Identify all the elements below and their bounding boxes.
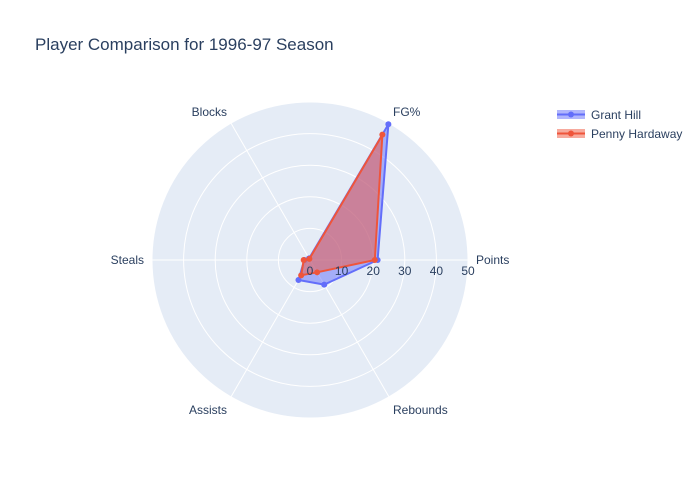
axis-label-blocks: Blocks — [192, 105, 227, 119]
data-point[interactable] — [371, 257, 378, 263]
series-layer — [295, 121, 392, 288]
data-point[interactable] — [314, 269, 321, 276]
data-point[interactable] — [306, 255, 313, 262]
data-point[interactable] — [300, 257, 307, 263]
radial-tick-labels: 0 10 20 30 40 50 — [307, 264, 475, 278]
radial-tick-label: 0 — [307, 264, 314, 278]
radial-tick-label: 40 — [430, 264, 444, 278]
data-point[interactable] — [298, 272, 305, 279]
axis-label-points: Points — [476, 253, 509, 267]
data-point[interactable] — [385, 121, 392, 128]
axis-label-rebounds: Rebounds — [393, 403, 448, 417]
legend-marker — [568, 130, 574, 137]
grid-spoke — [230, 259, 311, 398]
legend-item-penny-hardaway[interactable]: Penny Hardaway — [557, 127, 682, 141]
radial-tick-label: 20 — [367, 264, 381, 278]
axis-label-steals: Steals — [111, 253, 144, 267]
data-point[interactable] — [321, 281, 328, 288]
data-point[interactable] — [379, 131, 386, 138]
legend-label: Penny Hardaway — [591, 127, 682, 141]
axis-label-assists: Assists — [189, 403, 227, 417]
legend[interactable]: Grant Hill Penny Hardaway — [557, 108, 682, 141]
legend-label: Grant Hill — [591, 108, 641, 122]
series-penny-hardaway[interactable] — [298, 131, 386, 279]
chart-title: Player Comparison for 1996-97 Season — [35, 35, 334, 54]
radial-tick-label: 10 — [335, 264, 349, 278]
data-point[interactable] — [295, 276, 302, 283]
radial-tick-label: 50 — [461, 264, 475, 278]
legend-item-grant-hill[interactable]: Grant Hill — [557, 108, 641, 122]
angular-axis-labels: Points Rebounds Assists Steals Blocks FG% — [111, 105, 510, 417]
legend-marker — [568, 111, 574, 118]
axis-label-fg: FG% — [393, 105, 421, 119]
grid-spoke — [230, 122, 311, 261]
radial-tick-label: 30 — [398, 264, 412, 278]
